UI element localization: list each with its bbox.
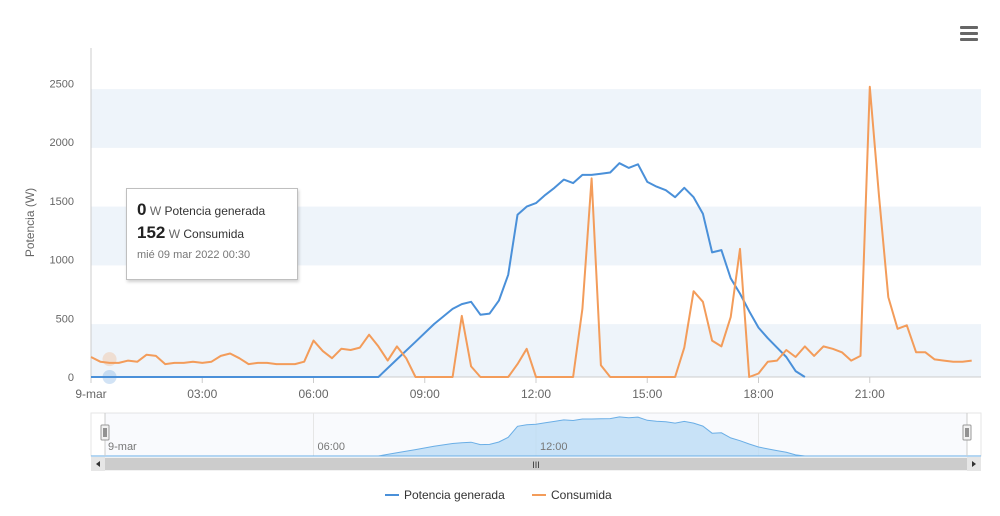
hover-marker-consumida bbox=[102, 352, 117, 367]
y-axis-title: Potencia (W) bbox=[23, 188, 37, 257]
hover-markers bbox=[102, 352, 117, 384]
y-tick-label: 0 bbox=[68, 372, 74, 384]
y-tick-label: 2000 bbox=[50, 137, 74, 149]
legend-item-potencia-generada[interactable]: Potencia generada bbox=[385, 488, 505, 502]
y-axis-ticks: 0 500 1000 1500 2000 2500 bbox=[50, 78, 74, 384]
tooltip-generada-value: 0 bbox=[137, 200, 147, 219]
navigator-label: 06:00 bbox=[318, 441, 346, 453]
x-axis-ticks: 9-mar 03:00 06:00 09:00 12:00 15:00 18:00 21:00 bbox=[75, 377, 885, 401]
y-tick-label: 500 bbox=[56, 313, 74, 325]
navigator-handle-right[interactable] bbox=[962, 424, 972, 441]
legend-label: Consumida bbox=[551, 488, 612, 502]
y-tick-label: 1000 bbox=[50, 255, 74, 267]
menu-bar bbox=[960, 25, 978, 29]
plot-band bbox=[91, 324, 981, 377]
scrollbar-left-arrow-icon bbox=[96, 461, 100, 467]
tooltip-row-generada: 0 W Potencia generada bbox=[137, 199, 287, 222]
scrollbar-right-arrow-icon bbox=[972, 461, 976, 467]
x-tick-label: 03:00 bbox=[187, 387, 217, 401]
tooltip-generada-label: Potencia generada bbox=[164, 204, 266, 218]
plot-band bbox=[91, 89, 981, 148]
scrollbar-grip: III bbox=[532, 460, 540, 470]
tooltip-generada-unit: W bbox=[149, 204, 162, 218]
x-tick-label: 15:00 bbox=[632, 387, 662, 401]
tooltip: 0 W Potencia generada 152 W Consumida mi… bbox=[126, 188, 298, 280]
navigator-handle-left[interactable] bbox=[100, 424, 110, 441]
tooltip-row-consumida: 152 W Consumida bbox=[137, 222, 287, 245]
hamburger-menu-icon[interactable] bbox=[956, 22, 982, 44]
scrollbar-thumb[interactable] bbox=[105, 458, 967, 470]
menu-bar bbox=[960, 37, 978, 41]
legend-label: Potencia generada bbox=[404, 488, 505, 502]
x-tick-label: 18:00 bbox=[743, 387, 773, 401]
series-lines bbox=[90, 85, 972, 378]
navigator-label: 9-mar bbox=[108, 441, 137, 453]
navigator-label: 12:00 bbox=[540, 441, 568, 453]
legend: Potencia generada Consumida bbox=[385, 488, 612, 502]
x-tick-label: 09:00 bbox=[410, 387, 440, 401]
x-tick-label: 9-mar bbox=[75, 387, 106, 401]
series-line-consumida bbox=[90, 85, 972, 378]
tooltip-consumida-value: 152 bbox=[137, 223, 166, 242]
y-tick-label: 1500 bbox=[50, 196, 74, 208]
tooltip-timestamp: mié 09 mar 2022 00:30 bbox=[137, 249, 251, 261]
navigator-area-series bbox=[91, 416, 981, 457]
x-tick-label: 06:00 bbox=[298, 387, 328, 401]
legend-item-consumida[interactable]: Consumida bbox=[532, 488, 612, 502]
hover-marker-generada bbox=[102, 370, 117, 384]
y-tick-label: 2500 bbox=[50, 78, 74, 90]
series-line-potencia-generada bbox=[91, 162, 806, 378]
x-tick-label: 21:00 bbox=[855, 387, 885, 401]
x-tick-label: 12:00 bbox=[521, 387, 551, 401]
tooltip-consumida-unit: W bbox=[168, 227, 181, 241]
tooltip-consumida-label: Consumida bbox=[183, 227, 245, 241]
menu-bar bbox=[960, 31, 978, 35]
